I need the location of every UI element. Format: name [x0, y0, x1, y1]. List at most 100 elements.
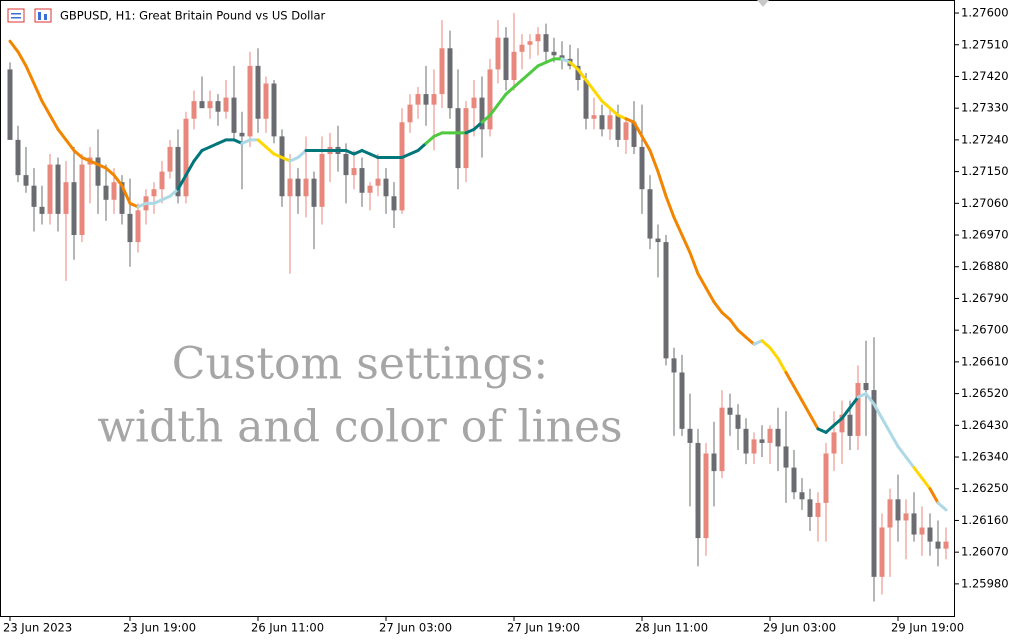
- candle-body: [583, 79, 589, 119]
- y-tick-label: 1.27420: [961, 69, 1009, 83]
- candle-body: [279, 136, 285, 197]
- y-tick-label: 1.26520: [961, 386, 1009, 400]
- x-tick-label: 26 Jun 11:00: [251, 621, 324, 635]
- candle-body: [695, 442, 701, 539]
- candle-body: [527, 41, 533, 45]
- ma-segment: [712, 300, 724, 315]
- y-tick-label: 1.25980: [961, 576, 1009, 590]
- ma-segment: [832, 416, 844, 427]
- ma-segment: [488, 103, 500, 117]
- ma-segment: [824, 423, 836, 434]
- icon: [34, 8, 52, 23]
- candle-body: [519, 44, 525, 52]
- ma-segment: [848, 395, 860, 410]
- ma-segment: [264, 145, 276, 156]
- candle-body: [71, 182, 77, 236]
- y-tick-label: 1.27150: [961, 164, 1009, 178]
- candle-body: [863, 383, 869, 391]
- ma-segment: [680, 233, 692, 255]
- candle-body: [855, 383, 861, 436]
- candle-body: [591, 115, 597, 119]
- candle-body: [79, 164, 85, 236]
- candle-body: [551, 51, 557, 56]
- ma-segment: [632, 120, 644, 138]
- ma-segment: [840, 406, 852, 420]
- ma-segment: [608, 106, 620, 117]
- candle-body: [839, 414, 845, 433]
- candle-body: [191, 101, 197, 119]
- icon: [7, 8, 25, 23]
- candle-body: [575, 65, 581, 80]
- candle-body: [511, 51, 517, 80]
- candle-body: [399, 122, 405, 211]
- candle-body: [919, 527, 925, 535]
- ma-segment: [576, 67, 588, 82]
- candle-body: [703, 453, 709, 539]
- candle-body: [239, 132, 245, 137]
- candle-body: [655, 238, 661, 243]
- ma-segment: [728, 318, 740, 332]
- candle-body: [887, 499, 893, 528]
- candle-body: [31, 185, 37, 207]
- candle-body: [663, 242, 669, 359]
- candle-body: [615, 115, 621, 140]
- x-tick-label: 28 Jun 11:00: [635, 621, 708, 635]
- candle-body: [487, 69, 493, 130]
- candle-body: [879, 527, 885, 577]
- candle-body: [847, 414, 853, 436]
- ma-segment: [48, 113, 60, 131]
- x-tick-label: 29 Jun 19:00: [891, 621, 964, 635]
- ma-segment: [880, 416, 892, 434]
- ma-segment: [864, 392, 876, 406]
- candle-body: [943, 541, 949, 549]
- icon: [38, 12, 41, 20]
- candle-body: [455, 108, 461, 169]
- candle-body: [407, 104, 413, 123]
- candle-body: [831, 432, 837, 454]
- candle-body: [743, 428, 749, 454]
- candle-body: [607, 115, 613, 130]
- ma-segment: [256, 138, 268, 149]
- ma-segment: [512, 78, 524, 89]
- ma-segment: [760, 339, 772, 350]
- candle-body: [199, 101, 205, 109]
- candle-body: [183, 118, 189, 197]
- ma-segment: [768, 346, 780, 360]
- ma-segment: [872, 402, 884, 420]
- candle-body: [431, 94, 437, 105]
- candle-body: [383, 178, 389, 197]
- candle-body: [719, 407, 725, 472]
- candle-body: [815, 502, 821, 517]
- ma-segment: [912, 466, 924, 480]
- y-tick-label: 1.27510: [961, 37, 1009, 51]
- candle-body: [367, 185, 373, 193]
- candle-body: [15, 139, 21, 176]
- ma-segment: [664, 194, 676, 219]
- candle-body: [151, 189, 157, 197]
- ma-segment: [504, 85, 516, 96]
- y-tick-label: 1.27060: [961, 196, 1009, 210]
- candle-body: [679, 372, 685, 429]
- candle-body: [263, 83, 269, 119]
- icon: [44, 14, 47, 20]
- candle-body: [175, 146, 181, 197]
- y-tick-label: 1.26340: [961, 450, 1009, 464]
- ma-segment: [496, 92, 508, 107]
- candle-body: [791, 467, 797, 493]
- ma-line: [8, 39, 948, 512]
- candle-body: [167, 146, 173, 172]
- ma-segment: [528, 64, 540, 75]
- chart-title: GBPUSD, H1: Great Britain Pound vs US Do…: [60, 9, 326, 23]
- candle-body: [119, 182, 125, 214]
- ma-segment: [296, 148, 308, 160]
- y-tick-label: 1.26160: [961, 513, 1009, 527]
- candle-body: [255, 65, 261, 119]
- candle-body: [55, 164, 61, 214]
- candle-body: [647, 189, 653, 239]
- ma-segment: [640, 134, 652, 152]
- ma-segment: [184, 159, 196, 177]
- candle-body: [415, 94, 421, 105]
- candle-body: [47, 164, 53, 214]
- ma-segment: [32, 82, 44, 103]
